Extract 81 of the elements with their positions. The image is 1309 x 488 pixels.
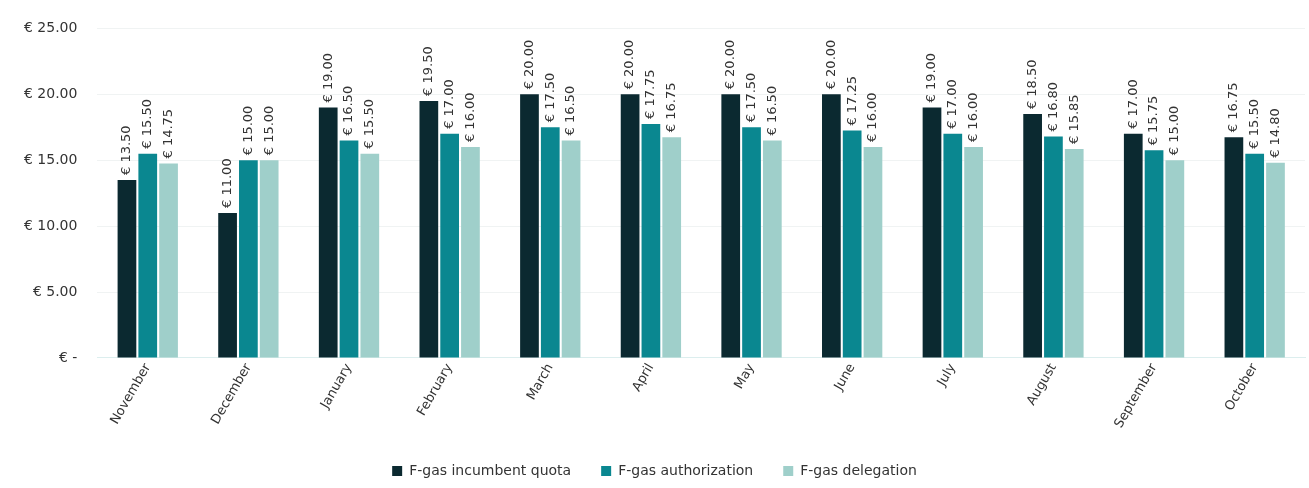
bar [561,140,581,358]
data-label: € 15.00 [260,105,276,156]
bar [641,123,661,358]
bar [117,180,137,358]
bar [1064,149,1084,358]
y-tick-label: € 15.00 [24,150,78,167]
legend-label: F-gas incumbent quota [409,461,572,478]
bar [762,140,782,358]
data-label: € 14.75 [159,108,175,159]
y-tick-label: € 5.00 [32,282,78,299]
y-tick-label: € 20.00 [24,84,78,101]
bar [822,94,841,358]
data-label: € 16.50 [763,85,779,136]
y-tick-label: € 25.00 [24,19,78,36]
data-label: € 19.00 [923,52,939,103]
bar [138,153,158,358]
bar [520,94,539,358]
bar [461,147,480,358]
data-label: € 16.00 [964,92,980,143]
data-label: € 16.00 [864,92,880,143]
data-label: € 16.50 [340,85,356,136]
bar [440,133,459,358]
data-label: € 20.00 [621,39,637,90]
data-label: € 17.50 [742,72,758,123]
legend-label: F-gas delegation [800,461,917,478]
bar [1165,160,1185,358]
data-label: € 19.00 [319,52,335,103]
data-label: € 20.00 [520,39,536,90]
data-label: € 20.00 [822,39,838,90]
bar [842,130,862,358]
data-label: € 17.25 [843,75,859,126]
bar [1245,153,1265,358]
data-label: € 14.80 [1266,108,1282,158]
bar [742,127,761,358]
bar [218,212,237,358]
data-label: € 15.50 [139,99,155,149]
bar [1224,137,1244,358]
bar [1044,136,1063,358]
bar [1266,162,1285,358]
bar [259,160,279,358]
bar [721,94,741,358]
data-label: € 13.50 [118,125,134,175]
data-label: € 15.50 [361,99,377,149]
data-label: € 15.00 [239,105,255,156]
bar [318,107,338,358]
data-label: € 16.75 [663,82,679,133]
data-label: € 17.75 [642,69,658,119]
bar [159,163,178,358]
bar [1023,114,1042,358]
bar [540,127,560,358]
data-label: € 15.00 [1166,105,1182,156]
bar [620,94,640,358]
data-label: € 11.00 [218,158,234,208]
y-tick-label: € - [59,348,78,365]
data-label: € 20.00 [722,39,738,90]
bar [863,147,883,358]
data-label: € 17.00 [1124,79,1140,129]
bar [419,100,439,358]
data-label: € 16.75 [1225,82,1241,133]
data-label: € 16.80 [1044,81,1060,132]
bar [943,133,963,358]
legend-label: F-gas authorization [618,461,754,478]
data-label: € 16.00 [461,92,477,143]
data-label: € 15.85 [1065,94,1081,145]
bar [964,147,983,358]
data-label: € 17.50 [541,72,557,123]
bar [339,140,359,358]
data-label: € 16.50 [562,85,578,136]
bar [1123,133,1143,358]
data-label: € 19.50 [420,46,436,96]
data-label: € 17.00 [441,79,457,129]
bar [922,107,942,358]
data-label: € 15.75 [1145,95,1161,146]
data-label: € 17.00 [944,79,960,129]
bar [239,160,258,358]
bar [360,153,380,358]
bar [1144,150,1164,358]
data-label: € 18.50 [1024,59,1039,110]
data-label: € 15.50 [1246,99,1262,149]
bar [662,137,682,358]
y-tick-label: € 10.00 [24,216,78,233]
